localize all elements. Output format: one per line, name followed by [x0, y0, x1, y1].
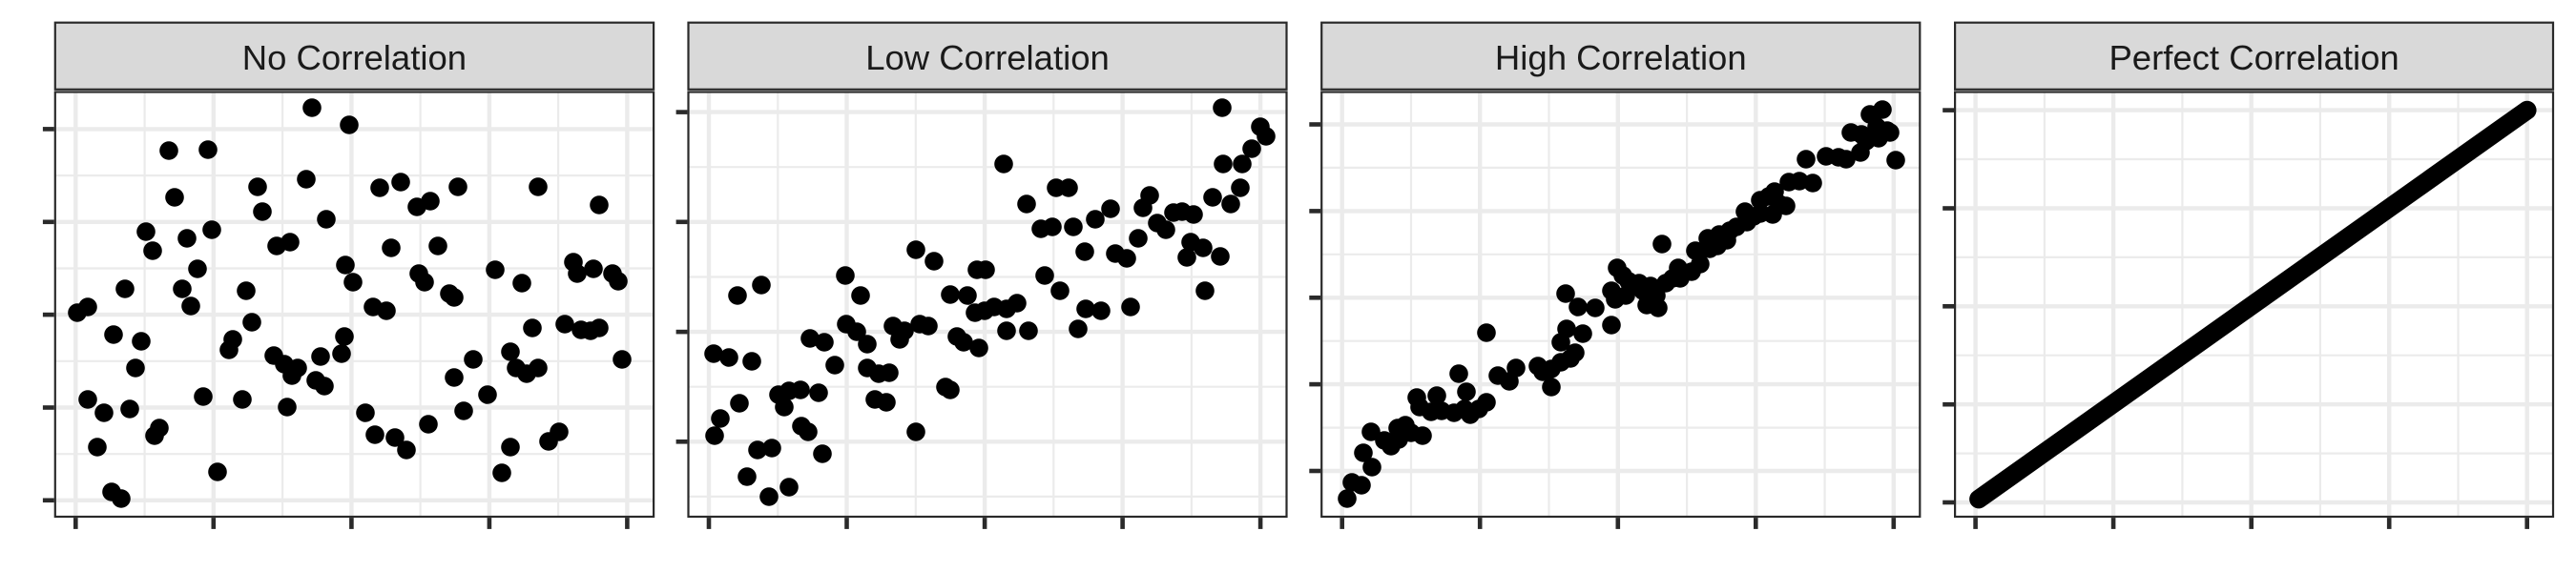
svg-text:High Correlation: High Correlation	[1495, 38, 1747, 77]
svg-text:Low Correlation: Low Correlation	[865, 38, 1110, 77]
svg-text:No Correlation: No Correlation	[242, 38, 467, 77]
svg-text:Perfect Correlation: Perfect Correlation	[2109, 38, 2399, 77]
